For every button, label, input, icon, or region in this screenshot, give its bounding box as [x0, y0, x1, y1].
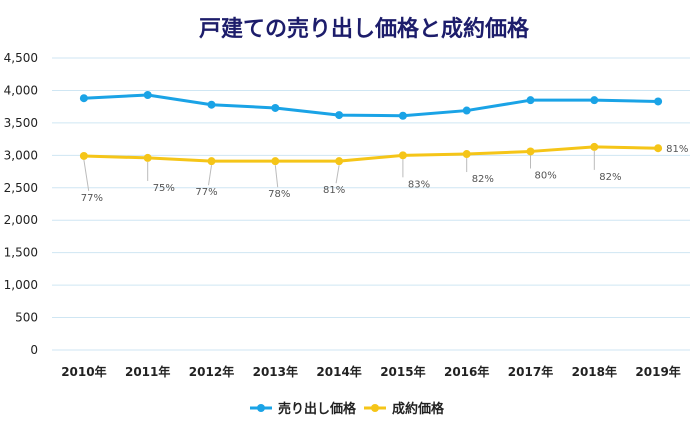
- data-label: 81%: [323, 185, 345, 196]
- data-point-0: [526, 96, 535, 105]
- data-label: 83%: [408, 179, 430, 190]
- legend-label-1: 成約価格: [392, 401, 445, 417]
- x-tick-label: 2019年: [635, 364, 680, 379]
- data-label: 82%: [599, 172, 621, 183]
- series-layer: [79, 90, 663, 166]
- data-label: 81%: [666, 144, 688, 155]
- y-tick-label: 500: [15, 311, 38, 325]
- y-tick-label: 3,500: [4, 116, 38, 130]
- data-point-1: [590, 142, 599, 151]
- legend-label-0: 売り出し価格: [278, 401, 357, 417]
- data-point-1: [335, 157, 344, 166]
- legend: 売り出し価格 成約価格: [250, 401, 445, 417]
- data-label: 77%: [81, 193, 103, 204]
- leader-line: [208, 165, 212, 186]
- data-point-0: [143, 90, 152, 99]
- x-tick-label: 2012年: [189, 364, 234, 379]
- x-tick-label: 2013年: [253, 364, 298, 379]
- data-label: 77%: [195, 187, 217, 198]
- data-label: 78%: [268, 189, 290, 200]
- x-tick-label: 2010年: [61, 364, 106, 379]
- legend-marker-0: [257, 404, 265, 412]
- data-point-1: [271, 157, 280, 166]
- data-point-1: [654, 144, 663, 153]
- y-tick-label: 4,000: [4, 83, 38, 97]
- x-tick-label: 2014年: [316, 364, 361, 379]
- grid: [52, 57, 690, 351]
- leader-line: [83, 159, 90, 192]
- y-tick-label: 4,500: [4, 51, 38, 65]
- data-point-0: [654, 97, 663, 106]
- leader-line: [335, 165, 340, 184]
- series-line-1: [83, 145, 659, 163]
- data-point-0: [590, 96, 599, 105]
- x-tick-label: 2011年: [125, 364, 170, 379]
- y-tick-label: 2,000: [4, 213, 38, 227]
- x-tick-label: 2018年: [572, 364, 617, 379]
- data-point-1: [207, 157, 216, 166]
- data-point-0: [271, 103, 280, 112]
- x-tick-label: 2017年: [508, 364, 553, 379]
- x-tick-label: 2016年: [444, 364, 489, 379]
- x-axis: 2010年 2011年 2012年 2013年 2014年 2015年 2016年 2017年…: [61, 364, 681, 379]
- data-point-1: [79, 151, 88, 160]
- y-axis: 0 500 1,000 1,500 2,000 2,500 3,000 3,500 4,000 4…: [4, 51, 38, 357]
- legend-marker-1: [371, 404, 379, 412]
- y-tick-label: 3,000: [4, 148, 38, 162]
- chart-title: 戸建ての売り出し価格と成約価格: [199, 16, 530, 42]
- data-point-1: [526, 147, 535, 156]
- data-labels: 77% 75% 77% 78% 81% 83% 82% 80% 82% 81%: [81, 144, 689, 204]
- x-tick-label: 2015年: [380, 364, 425, 379]
- data-point-0: [207, 100, 216, 109]
- series-line-0: [83, 93, 659, 118]
- y-tick-label: 2,500: [4, 181, 38, 195]
- y-tick-label: 1,500: [4, 246, 38, 260]
- data-point-0: [335, 111, 344, 120]
- data-label: 80%: [535, 170, 557, 181]
- leader-line: [274, 165, 279, 188]
- data-point-1: [143, 153, 152, 162]
- y-tick-label: 0: [30, 343, 38, 357]
- data-point-0: [398, 111, 407, 120]
- data-point-0: [79, 94, 88, 103]
- data-point-1: [462, 150, 471, 159]
- y-tick-label: 1,000: [4, 278, 38, 292]
- data-point-0: [462, 106, 471, 115]
- data-point-1: [398, 151, 407, 160]
- data-label: 82%: [472, 174, 494, 185]
- data-label: 75%: [153, 183, 175, 194]
